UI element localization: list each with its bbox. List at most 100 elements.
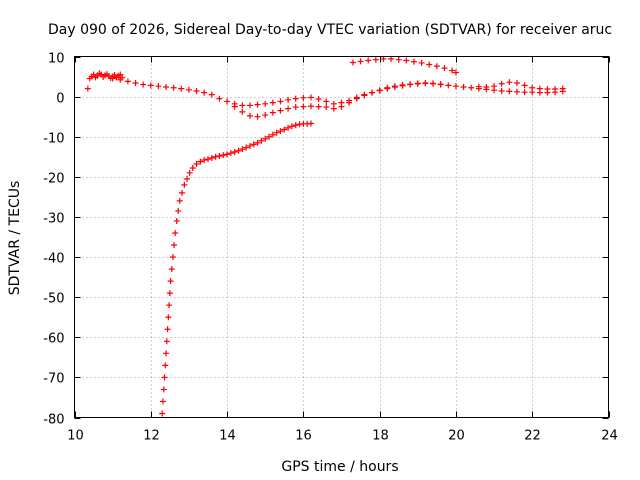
data-point [426, 61, 433, 68]
data-point [224, 151, 231, 158]
data-point [147, 82, 154, 89]
data-points [84, 55, 566, 417]
data-point [338, 103, 345, 110]
data-point [84, 85, 91, 92]
data-point [529, 84, 536, 91]
y-tick-label: -20 [43, 172, 64, 187]
data-point [262, 100, 269, 107]
data-point [285, 124, 292, 131]
plot-frame [74, 56, 609, 418]
data-point [365, 57, 372, 64]
y-tick-label: -30 [43, 212, 64, 227]
data-point [231, 103, 238, 110]
y-tick-label: -60 [43, 332, 64, 347]
grid [74, 56, 609, 418]
data-point [441, 65, 448, 72]
data-point [395, 56, 402, 63]
data-point [269, 131, 276, 138]
data-point [262, 135, 269, 142]
data-point [418, 59, 425, 66]
data-point [169, 254, 176, 261]
data-point [109, 75, 116, 82]
data-point [277, 128, 284, 135]
data-point [254, 113, 261, 120]
data-point [372, 56, 379, 63]
data-point [235, 147, 242, 154]
data-point [243, 144, 250, 151]
data-point [376, 87, 383, 94]
y-tick-label: -70 [43, 372, 64, 387]
data-point [513, 79, 520, 86]
x-tick-label: 14 [219, 429, 236, 444]
x-tick-label: 24 [601, 429, 618, 444]
data-point [167, 278, 174, 285]
data-point [193, 87, 200, 94]
data-point [216, 152, 223, 159]
data-point [269, 109, 276, 116]
series-dip-trace [231, 79, 444, 120]
data-point [160, 386, 167, 393]
data-point [323, 98, 330, 105]
data-point [212, 153, 219, 160]
data-point [165, 314, 172, 321]
data-point [277, 98, 284, 105]
data-point [155, 83, 162, 90]
x-tick-label: 10 [67, 429, 84, 444]
data-point [179, 189, 186, 196]
data-point [193, 160, 200, 167]
data-point [266, 133, 273, 140]
data-point [292, 104, 299, 111]
y-tick-label: -80 [43, 413, 64, 428]
data-point [173, 217, 180, 224]
data-point [399, 81, 406, 88]
data-point [437, 81, 444, 88]
data-point [452, 83, 459, 90]
data-point [468, 84, 475, 91]
x-tick-label: 18 [372, 429, 389, 444]
data-point [384, 84, 391, 91]
data-point [536, 85, 543, 92]
data-point [124, 78, 131, 85]
data-point [159, 410, 166, 417]
y-axis-ticks: 10 0 -10 -20 -30 -40 -50 -60 -70 -80 [43, 52, 609, 428]
data-point [246, 112, 253, 119]
x-tick-label: 12 [143, 429, 160, 444]
x-tick-label: 22 [524, 429, 541, 444]
series-steep-rise [159, 120, 314, 417]
data-point [281, 126, 288, 133]
data-point [254, 101, 261, 108]
data-point [178, 85, 185, 92]
data-point [307, 94, 314, 101]
data-point [288, 123, 295, 130]
data-point [323, 104, 330, 111]
data-point [168, 266, 175, 273]
data-point [498, 87, 505, 94]
data-point [300, 94, 307, 101]
data-point [163, 338, 170, 345]
data-point [307, 103, 314, 110]
data-point [162, 362, 169, 369]
data-point [403, 57, 410, 64]
data-point [559, 85, 566, 92]
data-point [449, 67, 456, 74]
data-point [498, 80, 505, 87]
data-point [369, 89, 376, 96]
data-point [353, 95, 360, 102]
data-point [277, 107, 284, 114]
data-point [184, 175, 191, 182]
data-point [475, 83, 482, 90]
series-upper-arc [349, 55, 459, 76]
data-point [361, 92, 368, 99]
data-point [220, 152, 227, 159]
data-point [231, 148, 238, 155]
data-point [185, 86, 192, 93]
y-tick-label: -10 [43, 132, 64, 147]
data-point [140, 81, 147, 88]
data-point [166, 302, 173, 309]
data-point [433, 63, 440, 70]
chart-title: Day 090 of 2026, Sidereal Day-to-day VTE… [48, 22, 612, 38]
data-point [172, 229, 179, 236]
data-point [189, 165, 196, 172]
data-point [159, 398, 166, 405]
